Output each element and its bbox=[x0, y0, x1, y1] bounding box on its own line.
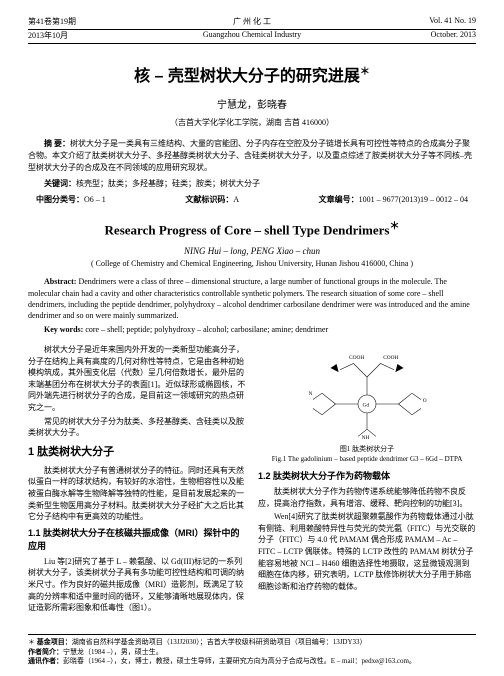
left-column: 树状大分子是近年来国内外开发的一类新型功能高分子，分子在结构上具有高度的几何对称… bbox=[28, 344, 246, 616]
fig-label-n: N bbox=[309, 391, 313, 397]
footer-separator: ＊ 基金项目：湖南省自然科学基金资助项目（13JJ2030）；吉首大学校级科研资… bbox=[28, 634, 476, 667]
section-1-2-p2: Wen[4]研究了肽类树状超聚赖氨酸作为药物载体通过小肽有侧链、利用赖酸特异性与… bbox=[258, 511, 476, 592]
title-en-text: Research Progress of Core – shell Type D… bbox=[105, 222, 390, 237]
authors-en: NING Hui – long, PENG Xiao – chun bbox=[28, 246, 476, 256]
section-1-p1: 肽类树状大分子有普通树状分子的特征。同时还具有天然似蛋白一样的球状结构，有较好的… bbox=[28, 465, 246, 523]
figure-1-caption-cn: 图1 肽类树状分子 bbox=[258, 444, 476, 454]
title-cn-text: 核 – 壳型树状大分子的研究进展 bbox=[134, 68, 360, 85]
header-vol-en: Vol. 41 No. 19 bbox=[327, 16, 476, 27]
section-1-1-heading: 1.1 肽类树状大分子在核磁共振成像（MRI）探针中的应用 bbox=[28, 527, 246, 553]
author2-text: 彭晓春（1964 –），女，博士，教授，硕士生导师，主要研究方向为高分子合成与改… bbox=[63, 657, 416, 665]
header-date-cn: 2013年10月 bbox=[28, 30, 177, 41]
fund-text: 湖南省自然科学基金资助项目（13JJ2030）；吉首大学校级科研资助项目（项目编… bbox=[72, 638, 367, 646]
doc-code: 文献标识码：A bbox=[185, 194, 239, 205]
footnote-author1: 作者简介：宁慧龙（1984 –），男，硕士生。 bbox=[28, 648, 476, 658]
figure-1-caption-en: Fig.1 The gadolinium – based peptide den… bbox=[258, 454, 476, 464]
artno-val: 1001 – 9677(2013)19 – 0012 – 04 bbox=[359, 195, 468, 204]
abstract-en: Abstract: Dendrimers were a class of thr… bbox=[28, 276, 476, 321]
section-1-2-heading: 1.2 肽类树状大分子作为药物载体 bbox=[258, 470, 476, 483]
footnote-author2: 通讯作者：彭晓春（1964 –），女，博士，教授，硕士生导师，主要研究方向为高分… bbox=[28, 657, 476, 667]
fund-label: 基金项目： bbox=[37, 638, 72, 646]
intro-p2: 常见的树状大分子分为肽类、多羟基醇类、含硅类以及胺类树状大分子。 bbox=[28, 416, 246, 439]
author1-label: 作者简介： bbox=[28, 648, 63, 656]
authors-cn: 宁慧龙，彭晓春 bbox=[28, 96, 476, 111]
header-row1: 第41卷第19期 广 州 化 工 Vol. 41 No. 19 bbox=[28, 16, 476, 30]
classification-row: 中图分类号：O6 – 1 文献标识码：A 文章编号：1001 – 9677(20… bbox=[28, 194, 476, 205]
header-date-en: October. 2013 bbox=[327, 30, 476, 41]
molecule-diagram-icon: COOH COOH Gd N O NH bbox=[258, 350, 476, 440]
title-en: Research Progress of Core – shell Type D… bbox=[28, 217, 476, 238]
article-number: 文章编号：1001 – 9677(2013)19 – 0012 – 04 bbox=[319, 194, 468, 205]
author2-label: 通讯作者： bbox=[28, 657, 63, 665]
footnote-star-icon: ＊ bbox=[28, 638, 35, 646]
fig-label-cooh1: COOH bbox=[349, 355, 364, 361]
abstract-cn-text: 树状大分子是一类具有三维结构、大量的官能团、分子内存在空腔及分子链增长具有可控性… bbox=[28, 139, 472, 172]
clc-label: 中图分类号： bbox=[36, 195, 84, 204]
abstract-cn: 摘 要：树状大分子是一类具有三维结构、大量的官能团、分子内存在空腔及分子链增长具… bbox=[28, 138, 476, 174]
section-1-heading: 1 肽类树状大分子 bbox=[28, 445, 246, 461]
artno-label: 文章编号： bbox=[319, 195, 359, 204]
header-journal-cn: 广 州 化 工 bbox=[177, 16, 326, 27]
doc-label: 文献标识码： bbox=[185, 195, 233, 204]
section-1-1-p1: Liu 等[2]研究了基于 L – 赖氨酸、以 Gd(III)标记的一系列树状大… bbox=[28, 556, 246, 614]
abstract-en-label: Abstract: bbox=[44, 277, 76, 286]
keywords-cn: 关键词：核壳型；肽类；多羟基醇；硅类；胺类；树状大分子 bbox=[28, 178, 476, 190]
fig-label-cooh2: COOH bbox=[383, 355, 398, 361]
intro-p1: 树状大分子是近年来国内外开发的一类新型功能高分子，分子在结构上具有高度的几何对称… bbox=[28, 344, 246, 414]
title-cn: 核 – 壳型树状大分子的研究进展＊ bbox=[28, 62, 476, 86]
keywords-en-text: core – shell; peptide; polyhydroxy – alc… bbox=[85, 325, 328, 334]
header-vol-cn: 第41卷第19期 bbox=[28, 16, 177, 27]
fig-label-nh: NH bbox=[362, 435, 370, 440]
header-journal-en: Guangzhou Chemical Industry bbox=[177, 30, 326, 41]
affil-en: ( College of Chemistry and Chemical Engi… bbox=[28, 259, 476, 268]
figure-1: COOH COOH Gd N O NH 图1 肽类树状分子 Fig.1 The … bbox=[258, 350, 476, 464]
section-1-2-p1: 肽类树状大分子作为药物传递系统能够降低药物不良反应，提高治疗指数，具有增溶、缓释… bbox=[258, 486, 476, 509]
title-en-star-icon: ＊ bbox=[389, 221, 399, 232]
footnote-fund: ＊ 基金项目：湖南省自然科学基金资助项目（13JJ2030）；吉首大学校级科研资… bbox=[28, 638, 476, 648]
header-row2: 2013年10月 Guangzhou Chemical Industry Oct… bbox=[28, 30, 476, 44]
abstract-en-text: Dendrimers were a class of three – dimen… bbox=[28, 277, 470, 320]
author1-text: 宁慧龙（1984 –），男，硕士生。 bbox=[63, 648, 163, 656]
fig-label-o: O bbox=[423, 398, 427, 404]
keywords-cn-label: 关键词： bbox=[44, 179, 76, 188]
clc: 中图分类号：O6 – 1 bbox=[36, 194, 106, 205]
doc-val: A bbox=[233, 195, 239, 204]
keywords-en-label: Key words: bbox=[44, 325, 83, 334]
fig-label-gd: Gd bbox=[363, 403, 370, 409]
clc-val: O6 – 1 bbox=[84, 195, 106, 204]
keywords-cn-text: 核壳型；肽类；多羟基醇；硅类；胺类；树状大分子 bbox=[76, 179, 260, 188]
right-column: COOH COOH Gd N O NH 图1 肽类树状分子 Fig.1 The … bbox=[258, 344, 476, 616]
two-column-body: 树状大分子是近年来国内外开发的一类新型功能高分子，分子在结构上具有高度的几何对称… bbox=[28, 344, 476, 616]
abstract-cn-label: 摘 要： bbox=[44, 139, 70, 148]
keywords-en: Key words: core – shell; peptide; polyhy… bbox=[28, 325, 476, 334]
title-star-icon: ＊ bbox=[360, 67, 370, 78]
affil-cn: （吉首大学化学化工学院，湖南 吉首 416000） bbox=[28, 117, 476, 128]
